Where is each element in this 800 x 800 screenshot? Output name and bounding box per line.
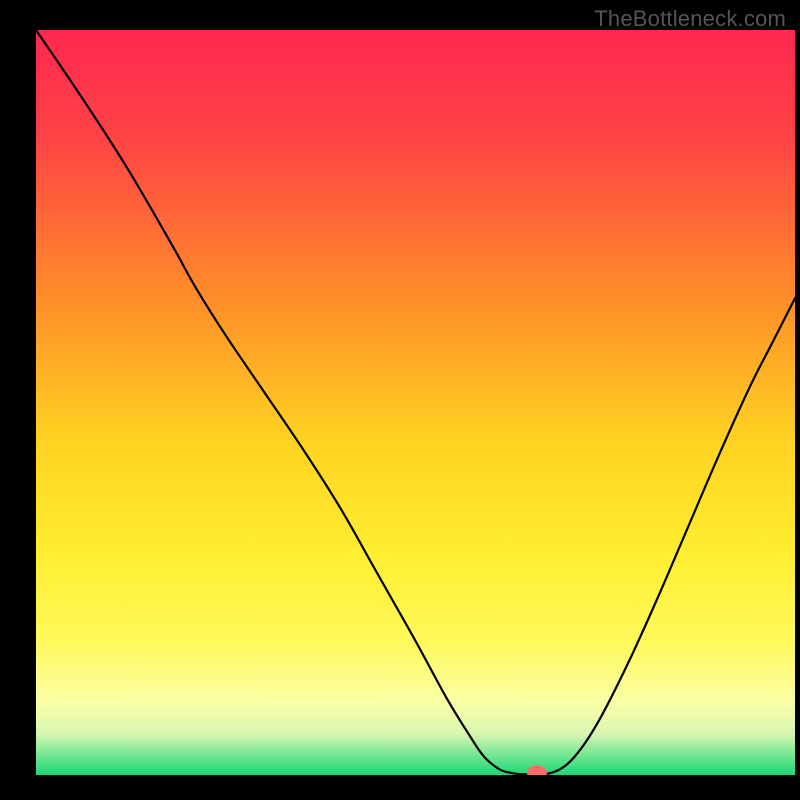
bottleneck-chart xyxy=(36,30,795,775)
gradient-background xyxy=(36,30,795,775)
plot-area xyxy=(36,30,795,775)
watermark-text: TheBottleneck.com xyxy=(594,6,786,32)
chart-frame: TheBottleneck.com xyxy=(0,0,800,800)
